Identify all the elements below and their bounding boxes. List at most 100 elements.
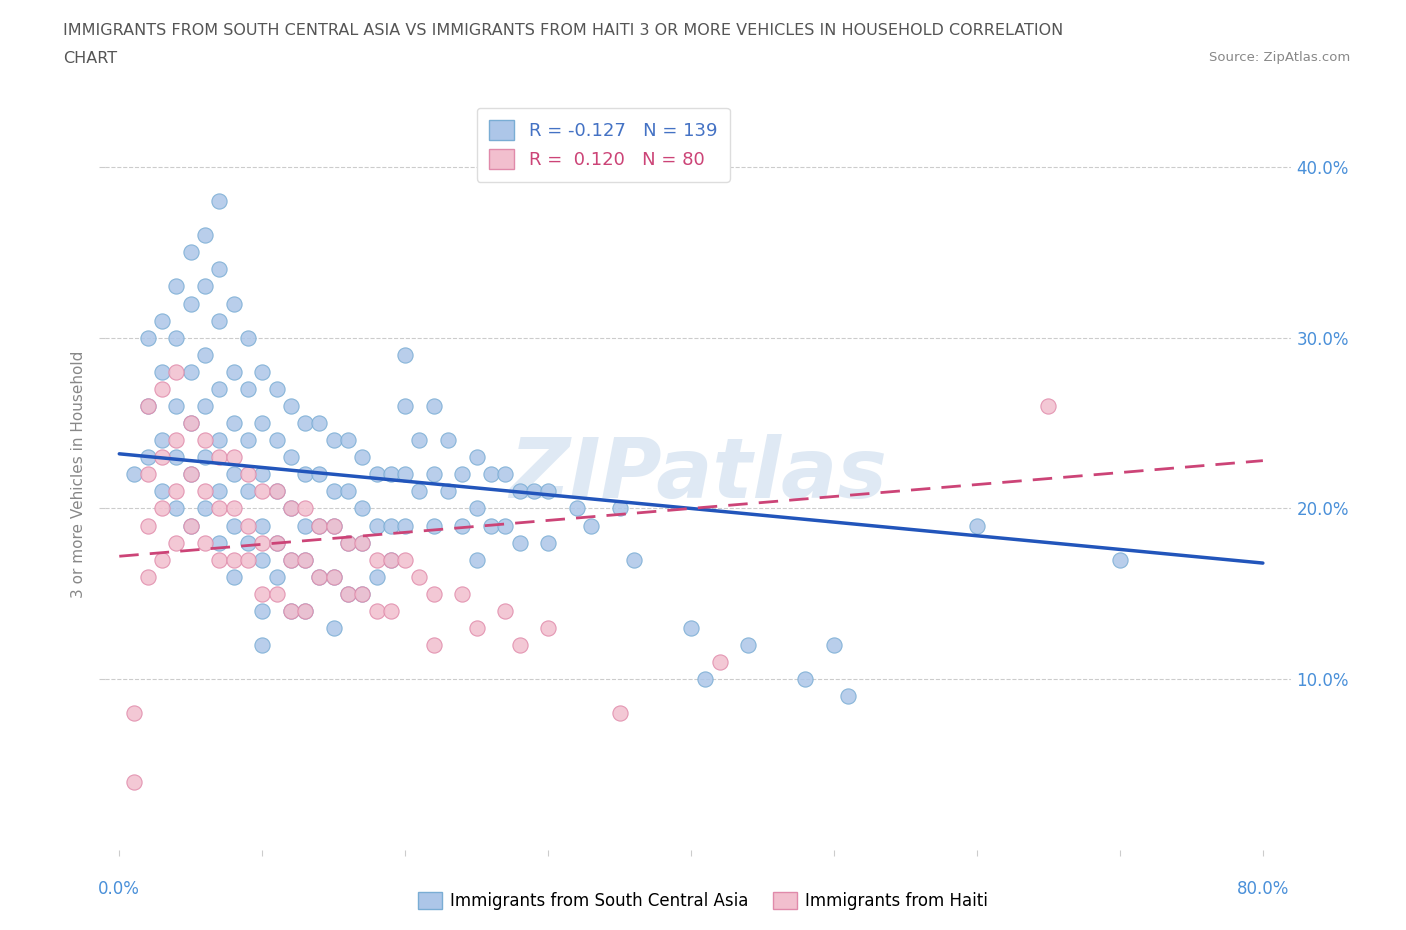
Point bbox=[136, 399, 159, 414]
Point bbox=[122, 706, 145, 721]
Point bbox=[352, 450, 374, 465]
Point bbox=[494, 467, 516, 482]
Point bbox=[222, 450, 245, 465]
Point bbox=[837, 689, 859, 704]
Point bbox=[236, 330, 259, 345]
Text: 0.0%: 0.0% bbox=[98, 881, 141, 898]
Point bbox=[208, 313, 231, 328]
Point bbox=[579, 518, 602, 533]
Point bbox=[494, 604, 516, 618]
Point bbox=[609, 501, 631, 516]
Point bbox=[136, 467, 159, 482]
Point bbox=[380, 552, 402, 567]
Point bbox=[737, 638, 759, 653]
Point bbox=[150, 381, 173, 396]
Point bbox=[208, 432, 231, 447]
Point bbox=[150, 552, 173, 567]
Point bbox=[150, 484, 173, 498]
Point bbox=[308, 416, 330, 431]
Point bbox=[308, 467, 330, 482]
Point bbox=[266, 432, 288, 447]
Point bbox=[695, 671, 717, 686]
Point bbox=[423, 518, 446, 533]
Point bbox=[208, 535, 231, 550]
Point bbox=[322, 518, 344, 533]
Point bbox=[280, 604, 302, 618]
Point bbox=[337, 535, 360, 550]
Point bbox=[394, 552, 416, 567]
Point bbox=[437, 432, 460, 447]
Point bbox=[150, 501, 173, 516]
Point bbox=[208, 484, 231, 498]
Point bbox=[337, 587, 360, 602]
Point bbox=[451, 518, 474, 533]
Point bbox=[465, 501, 488, 516]
Point bbox=[537, 484, 560, 498]
Point bbox=[266, 535, 288, 550]
Point bbox=[280, 450, 302, 465]
Point bbox=[150, 365, 173, 379]
Point bbox=[136, 518, 159, 533]
Point bbox=[252, 587, 274, 602]
Point bbox=[150, 450, 173, 465]
Legend: Immigrants from South Central Asia, Immigrants from Haiti: Immigrants from South Central Asia, Immi… bbox=[412, 885, 994, 917]
Point bbox=[509, 535, 531, 550]
Point bbox=[294, 501, 316, 516]
Text: ZIPatlas: ZIPatlas bbox=[509, 433, 887, 515]
Point bbox=[252, 365, 274, 379]
Point bbox=[194, 399, 217, 414]
Point bbox=[252, 467, 274, 482]
Point bbox=[252, 518, 274, 533]
Point bbox=[266, 381, 288, 396]
Point bbox=[294, 604, 316, 618]
Point bbox=[537, 535, 560, 550]
Point bbox=[236, 432, 259, 447]
Point bbox=[352, 535, 374, 550]
Point bbox=[252, 552, 274, 567]
Point bbox=[337, 432, 360, 447]
Point bbox=[266, 484, 288, 498]
Point bbox=[294, 467, 316, 482]
Legend: R = -0.127   N = 139, R =  0.120   N = 80: R = -0.127 N = 139, R = 0.120 N = 80 bbox=[477, 108, 730, 181]
Point bbox=[236, 535, 259, 550]
Point bbox=[294, 416, 316, 431]
Point bbox=[166, 501, 188, 516]
Point bbox=[494, 518, 516, 533]
Point bbox=[252, 638, 274, 653]
Point bbox=[222, 296, 245, 311]
Point bbox=[423, 399, 446, 414]
Point bbox=[208, 501, 231, 516]
Point bbox=[437, 484, 460, 498]
Point bbox=[423, 587, 446, 602]
Point bbox=[180, 365, 202, 379]
Text: Source: ZipAtlas.com: Source: ZipAtlas.com bbox=[1209, 51, 1350, 64]
Point bbox=[166, 484, 188, 498]
Point bbox=[479, 467, 502, 482]
Point bbox=[509, 638, 531, 653]
Point bbox=[451, 587, 474, 602]
Point bbox=[380, 467, 402, 482]
Point bbox=[180, 416, 202, 431]
Point bbox=[280, 399, 302, 414]
Point bbox=[280, 501, 302, 516]
Point bbox=[194, 228, 217, 243]
Point bbox=[194, 484, 217, 498]
Point bbox=[465, 450, 488, 465]
Point bbox=[322, 569, 344, 584]
Point bbox=[394, 399, 416, 414]
Point bbox=[236, 467, 259, 482]
Point bbox=[166, 365, 188, 379]
Point bbox=[180, 296, 202, 311]
Point bbox=[366, 467, 388, 482]
Point bbox=[322, 620, 344, 635]
Point bbox=[423, 638, 446, 653]
Point bbox=[136, 450, 159, 465]
Point bbox=[366, 552, 388, 567]
Point bbox=[565, 501, 588, 516]
Text: CHART: CHART bbox=[63, 51, 117, 66]
Point bbox=[194, 279, 217, 294]
Point bbox=[823, 638, 845, 653]
Point bbox=[322, 484, 344, 498]
Point bbox=[194, 535, 217, 550]
Point bbox=[150, 313, 173, 328]
